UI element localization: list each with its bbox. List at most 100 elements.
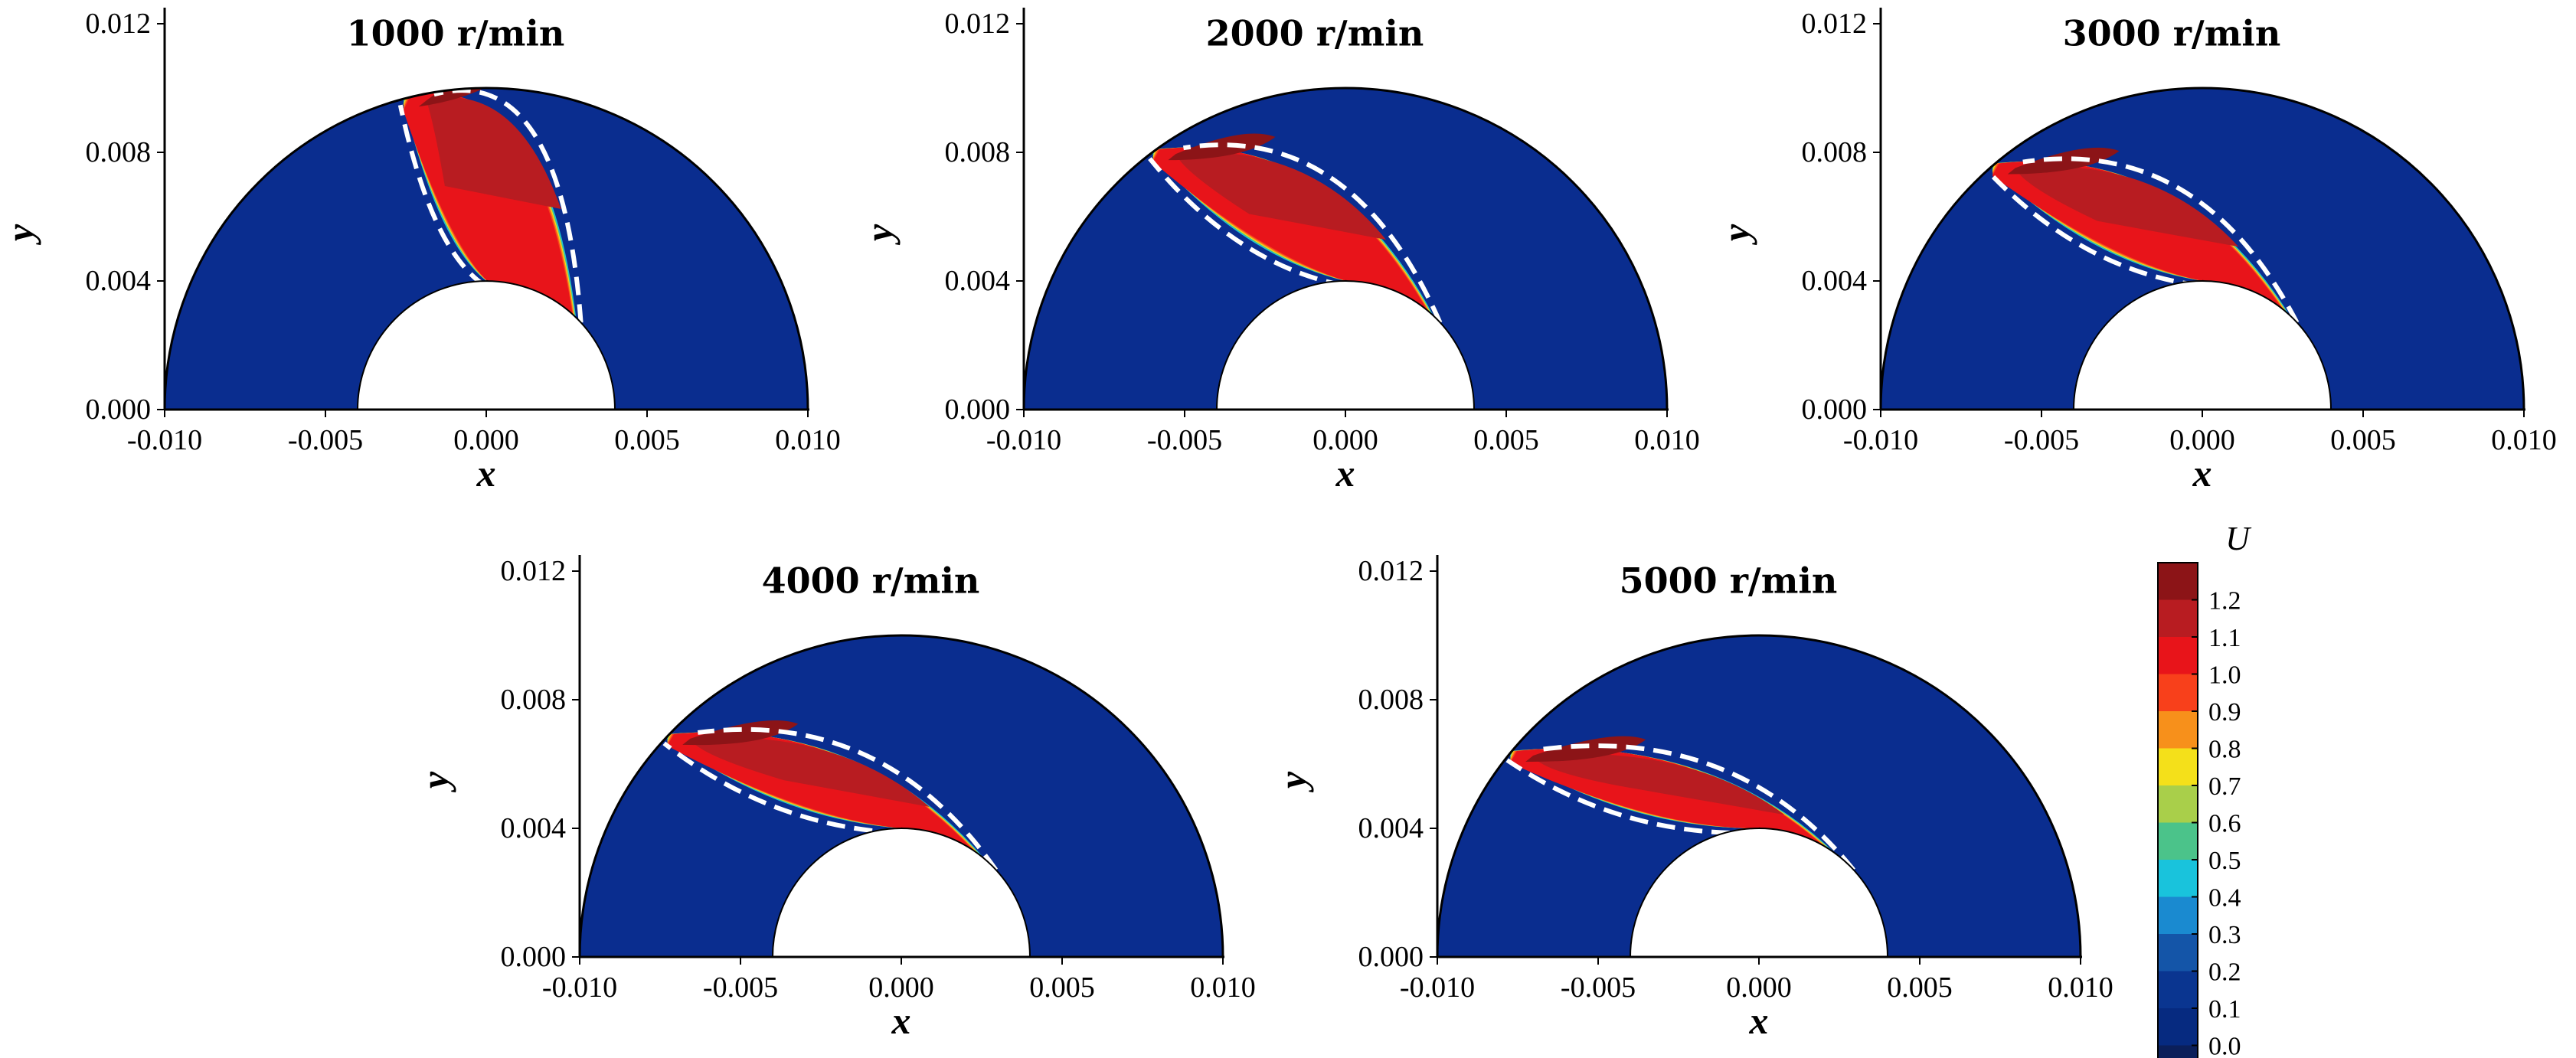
colorbar-label: 0.4 [2208,884,2241,913]
colorbar-label: 1.1 [2208,624,2241,652]
y-axis-label: y [414,771,456,792]
panel-title: 3000 r/min [2063,12,2281,54]
x-tick-label: 0.005 [1473,424,1539,456]
colorbar-swatch [2158,1008,2198,1046]
inner-hub [2073,280,2332,410]
colorbar-swatch [2158,785,2198,823]
colorbar-label: 0.2 [2208,958,2241,987]
colorbar-label: 0.6 [2208,810,2241,838]
jet-boundary-upper [1540,743,1855,872]
colorbar-swatch [2158,1045,2198,1058]
jet-core-1p1 [690,737,930,807]
inner-hub [1216,280,1475,410]
x-tick-label: 0.005 [1029,971,1095,1004]
inner-hub [357,280,616,410]
colorbar-label: 0.1 [2208,995,2241,1024]
jet-boundary-upper [2022,156,2300,324]
x-tick-label: 0.005 [2330,424,2396,456]
y-tick-label: 0.008 [1802,136,1868,168]
colorbar-swatch [2158,711,2198,749]
colorbar-label: 1.2 [2208,587,2241,616]
y-axis-label: y [1715,224,1757,245]
x-tick-label: -0.005 [1147,424,1222,456]
panel-5: -0.010 -0.005 0.000 0.005 0.010 0.000 0.004 0.0… [1271,555,2113,1042]
x-tick-label: -0.010 [1400,971,1475,1004]
jet-region [403,88,577,320]
x-tick-label: 0.010 [775,424,841,456]
x-tick-label: -0.010 [1843,424,1918,456]
outer-wall [578,634,1224,958]
jet-region [1510,736,1849,867]
y-axis-label: y [1271,771,1314,792]
x-axis-label: x [2192,452,2212,495]
colorbar-label: 0.8 [2208,736,2241,764]
y-tick-label: 0.004 [86,265,152,297]
y-tick-label: 0.004 [945,265,1011,297]
colorbar-swatch [2158,748,2198,785]
y-tick-label: 0.012 [501,555,567,587]
x-tick-label: -0.005 [1561,971,1636,1004]
jet-boundary-lower [397,104,486,288]
panel-1: -0.010 -0.005 0.000 0.005 0.010 0.000 0.004 0.0… [0,8,841,495]
x-tick-label: 0.010 [2491,424,2557,456]
y-tick-label: 0.008 [86,136,152,168]
colorbar-swatch [2158,637,2198,674]
x-tick-label: -0.005 [703,971,778,1004]
colorbar-label: 0.3 [2208,921,2241,949]
x-tick-label: -0.010 [986,424,1061,456]
outer-wall [1879,87,2525,410]
x-tick-label: 0.000 [2169,424,2235,456]
y-tick-label: 0.000 [86,393,152,426]
outer-wall [1022,87,1669,410]
colorbar-swatch [2158,934,2198,971]
x-tick-label: 0.005 [1887,971,1953,1004]
y-tick-label: 0.000 [501,941,567,973]
outer-wall [1436,634,2082,958]
jet-region [1152,133,1436,320]
x-tick-label: 0.000 [453,424,519,456]
x-axis-label: x [1749,999,1769,1042]
y-tick-label: 0.012 [86,8,152,40]
x-tick-label: 0.000 [1726,971,1792,1004]
y-tick-label: 0.008 [501,684,567,716]
x-tick-label: -0.005 [2004,424,2079,456]
panel-title: 5000 r/min [1620,560,1838,601]
jet-core-1p1 [426,97,561,210]
panel-title: 2000 r/min [1206,12,1424,54]
y-axis-label: y [0,224,41,245]
jet-boundary-lower [1987,171,2202,288]
colorbar-label: 0.5 [2208,847,2241,875]
jet-core-1p2 [1168,133,1276,161]
panel-title: 1000 r/min [347,12,565,54]
colorbar-swatch [2158,896,2198,934]
x-axis-label: x [476,452,496,495]
jet-core-1p2 [682,720,799,746]
colorbar-title: U [2225,520,2252,557]
x-axis-label: x [1335,452,1355,495]
y-tick-label: 0.012 [1802,8,1868,40]
colorbar-swatch [2158,599,2198,637]
panel-title: 4000 r/min [762,560,980,601]
y-tick-label: 0.000 [1358,941,1424,973]
inner-hub [772,828,1031,958]
colorbar-swatch [2158,674,2198,711]
panel-3: -0.010 -0.005 0.000 0.005 0.010 0.000 0.004 0.0… [1715,8,2557,495]
y-tick-label: 0.004 [1802,265,1868,297]
jet-region [1992,147,2293,320]
y-tick-label: 0.012 [1358,555,1424,587]
colorbar-label: 0.7 [2208,772,2241,801]
x-tick-label: -0.005 [288,424,363,456]
x-tick-label: -0.010 [127,424,202,456]
jet-boundary-upper [697,727,999,872]
jet-boundary-upper [1182,142,1443,324]
colorbar-swatch [2158,822,2198,860]
jet-boundary-upper [433,88,584,323]
colorbar-label: 0.0 [2208,1033,2241,1058]
x-tick-label: 0.000 [1313,424,1378,456]
x-tick-label: 0.005 [614,424,680,456]
x-tick-label: 0.010 [1190,971,1256,1004]
x-tick-label: -0.010 [542,971,617,1004]
colorbar-swatch [2158,563,2198,600]
jet-core-1p2 [2007,147,2120,175]
y-tick-label: 0.012 [945,8,1011,40]
